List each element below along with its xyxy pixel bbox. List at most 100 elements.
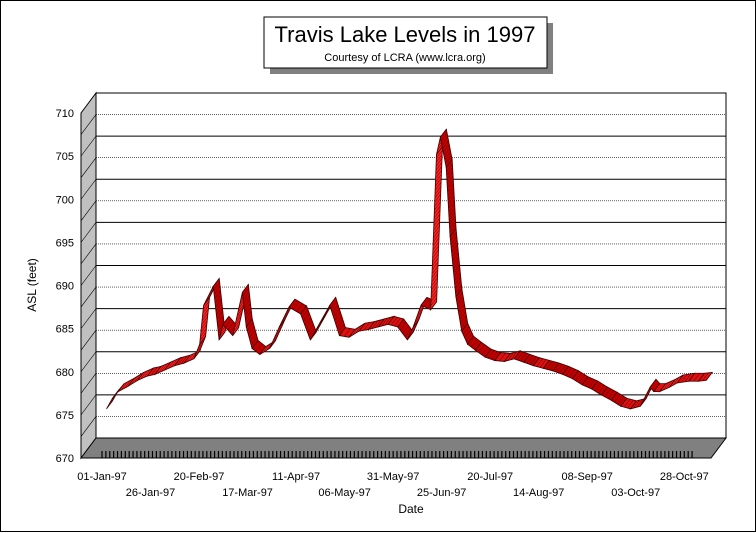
ribbon-hatch <box>433 229 440 239</box>
ribbon-hatch <box>134 374 141 383</box>
ribbon-hatch <box>684 373 692 383</box>
ribbon-hatch <box>280 315 288 324</box>
ribbon-hatch <box>336 319 344 329</box>
ribbon-hatch <box>456 292 463 301</box>
ribbon-hatch <box>312 328 319 337</box>
ribbon-hatch <box>449 224 457 233</box>
ribbon-hatch <box>217 315 224 324</box>
ribbon-hatch <box>450 236 458 245</box>
ribbon-hatch <box>243 291 250 301</box>
ribbon-hatch <box>415 311 422 320</box>
ribbon-hatch <box>219 327 227 337</box>
ribbon-hatch <box>390 317 398 326</box>
ribbon-hatch <box>202 308 209 318</box>
ribbon-hatch <box>143 369 151 378</box>
ribbon-hatch <box>410 325 417 334</box>
ribbon-hatch <box>462 326 470 335</box>
ribbon-hatch <box>274 329 281 338</box>
chart-title: Travis Lake Levels in 1997 <box>275 22 536 47</box>
ribbon-hatch <box>662 382 670 391</box>
ribbon-hatch <box>539 359 547 368</box>
gridline-side <box>80 157 97 178</box>
ribbon-hatch <box>458 303 465 313</box>
ribbon-hatch <box>627 399 634 409</box>
ribbon-hatch <box>436 150 443 159</box>
ribbon-hatch <box>434 202 441 211</box>
gridline-side <box>80 416 97 437</box>
ribbon-hatch <box>170 359 178 368</box>
ribbon-hatch <box>453 264 460 273</box>
ribbon-hatch <box>471 339 478 348</box>
ribbon-hatch <box>446 163 453 172</box>
ribbon-hatch <box>247 322 254 331</box>
y-tick-label: 710 <box>56 108 74 120</box>
ribbon-hatch <box>167 360 175 369</box>
ribbon-hatch <box>568 369 576 378</box>
ribbon-hatch <box>455 284 462 293</box>
ribbon-hatch <box>433 209 441 219</box>
ribbon-hatch <box>633 399 641 409</box>
ribbon-hatch <box>235 311 243 321</box>
ribbon-hatch <box>693 373 700 382</box>
ribbon-hatch <box>432 241 440 251</box>
ribbon-hatch <box>217 319 224 328</box>
ribbon-hatch <box>235 315 242 324</box>
ribbon-hatch <box>448 203 455 213</box>
x-tick-label: 03-Oct-97 <box>611 487 660 499</box>
y-tick-label: 700 <box>56 194 74 206</box>
ribbon-hatch <box>454 280 462 289</box>
ribbon-hatch <box>450 232 457 241</box>
ribbon-hatch <box>546 361 553 370</box>
ribbon-hatch <box>237 303 245 313</box>
ribbon-hatch <box>435 178 442 187</box>
x-tick-label: 20-Jul-97 <box>467 471 513 483</box>
ribbon-hatch <box>335 316 342 325</box>
ribbon-hatch <box>464 329 471 338</box>
ribbon-hatch <box>604 388 611 397</box>
ribbon-hatch <box>227 321 235 331</box>
ribbon-hatch <box>435 166 442 175</box>
ribbon-hatch <box>363 322 370 331</box>
ribbon-hatch <box>673 377 680 386</box>
ribbon-hatch <box>447 187 454 196</box>
ribbon-hatch <box>431 277 438 286</box>
ribbon-hatch <box>443 144 450 153</box>
ribbon-hatch <box>323 307 331 316</box>
y-tick-label: 670 <box>56 453 74 465</box>
ribbon-hatch <box>478 344 485 353</box>
ribbon-hatch <box>201 312 209 322</box>
ribbon-hatch <box>282 312 289 321</box>
ribbon-hatch <box>243 299 251 308</box>
ribbon-hatch <box>199 332 207 341</box>
gridline-side <box>80 373 97 394</box>
title-box <box>263 16 548 69</box>
ribbon-hatch <box>451 240 458 249</box>
ribbon-hatch <box>458 307 466 317</box>
x-tick-marks <box>101 451 693 458</box>
ribbon-hatch <box>262 344 270 353</box>
ribbon-hatch <box>352 327 359 336</box>
x-tick-label: 14-Aug-97 <box>513 487 564 499</box>
y-tick-label: 680 <box>56 367 74 379</box>
ribbon-hatch <box>510 351 518 360</box>
ribbon-hatch <box>642 394 649 403</box>
ribbon-hatch <box>434 205 441 215</box>
ribbon-hatch <box>665 380 673 389</box>
ribbon-hatch <box>454 276 461 285</box>
ribbon-hatch <box>459 311 466 320</box>
ribbon-hatch <box>449 220 456 229</box>
gridline-side <box>80 308 97 329</box>
ribbon-hatch <box>355 325 362 334</box>
ribbon-hatch <box>338 323 345 332</box>
ribbon-hatch <box>460 315 467 324</box>
gridline-side <box>80 351 97 372</box>
ribbon-hatch <box>244 303 251 312</box>
ribbon-hatch <box>430 297 437 306</box>
ribbon-hatch <box>108 397 115 406</box>
ribbon-hatch <box>423 298 431 307</box>
ribbon-hatch <box>520 352 527 362</box>
ribbon-hatch <box>187 353 194 362</box>
ribbon-hatch <box>435 154 443 163</box>
ribbon-hatch <box>216 307 223 316</box>
